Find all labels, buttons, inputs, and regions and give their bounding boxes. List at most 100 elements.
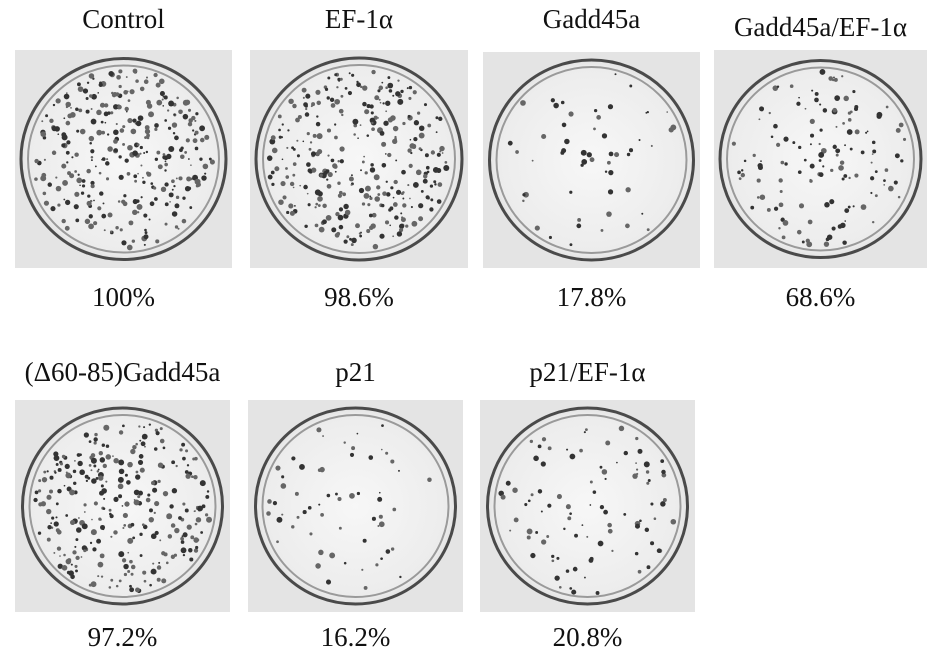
colony <box>152 563 154 565</box>
colony <box>757 179 761 183</box>
colony <box>657 548 662 553</box>
colony <box>811 90 813 92</box>
colony <box>373 244 378 249</box>
colony <box>410 139 412 141</box>
colony <box>104 229 106 231</box>
colony <box>584 577 586 579</box>
colony <box>118 69 122 73</box>
colony <box>145 231 148 234</box>
colony <box>56 502 59 505</box>
colony <box>392 118 394 120</box>
colony <box>848 112 851 115</box>
colony <box>820 129 823 132</box>
colony <box>850 148 853 151</box>
colony <box>63 554 66 557</box>
colony <box>357 433 359 435</box>
colony <box>116 585 119 588</box>
colony <box>73 482 76 485</box>
colony <box>76 130 79 133</box>
colony <box>62 134 68 140</box>
colony <box>646 470 649 473</box>
colony <box>114 148 118 152</box>
colony <box>176 97 179 100</box>
colony <box>133 174 137 178</box>
colony <box>56 98 61 103</box>
colony <box>548 446 552 450</box>
colony <box>276 517 282 523</box>
colony <box>750 206 754 210</box>
colony <box>99 81 102 84</box>
colony <box>441 146 443 148</box>
colony <box>372 517 376 521</box>
colony <box>369 197 372 200</box>
colony <box>616 462 618 464</box>
colony <box>71 564 73 566</box>
colony <box>148 111 154 117</box>
colony <box>113 530 117 534</box>
colony <box>385 220 389 224</box>
colony <box>154 128 157 131</box>
colony <box>739 177 742 180</box>
colony <box>184 151 187 154</box>
colony <box>614 152 619 157</box>
colony <box>390 460 394 464</box>
colony <box>291 456 295 460</box>
colony <box>290 182 294 186</box>
colony <box>371 70 375 74</box>
colony <box>381 142 386 147</box>
colony <box>127 145 133 151</box>
colony <box>41 120 43 122</box>
colony <box>199 125 205 131</box>
colony <box>290 211 295 216</box>
colony <box>86 480 88 482</box>
colony <box>549 236 552 239</box>
colony <box>60 462 63 465</box>
colony <box>139 153 141 155</box>
colony <box>641 213 643 215</box>
figure: Control100%EF-1α98.6%Gadd45a17.8%Gadd45a… <box>0 0 927 659</box>
colony <box>835 148 840 153</box>
colony <box>336 86 338 88</box>
colony <box>89 464 92 467</box>
panel-label: EF-1α <box>325 4 393 34</box>
colony <box>832 79 835 82</box>
colony <box>305 108 307 110</box>
colony <box>121 240 126 245</box>
colony <box>129 587 134 592</box>
colony <box>315 90 320 95</box>
colony <box>379 234 384 239</box>
colony <box>364 109 369 114</box>
colony <box>163 446 166 449</box>
colony <box>115 226 118 229</box>
colony <box>59 555 61 557</box>
colony <box>192 458 195 461</box>
colony <box>365 186 371 192</box>
colony <box>120 228 123 231</box>
colony <box>64 94 70 100</box>
colony <box>377 525 379 527</box>
colony <box>158 562 160 564</box>
colony <box>606 211 612 217</box>
colony <box>91 458 97 464</box>
colony <box>77 82 81 86</box>
colony <box>183 532 188 537</box>
colony <box>601 229 604 232</box>
colony <box>877 112 883 118</box>
colony <box>302 88 307 93</box>
colony <box>636 473 638 475</box>
colony <box>790 84 794 88</box>
colony <box>326 179 328 181</box>
colony <box>108 71 113 76</box>
colony <box>370 167 375 172</box>
colony <box>103 202 105 204</box>
colony <box>96 539 101 544</box>
colony <box>508 141 513 146</box>
colony <box>281 475 284 478</box>
colony <box>56 463 59 466</box>
colony <box>144 244 146 246</box>
colony <box>151 569 157 575</box>
colony <box>337 181 340 184</box>
colony <box>65 473 71 479</box>
colony <box>74 204 79 209</box>
colony <box>405 225 408 228</box>
